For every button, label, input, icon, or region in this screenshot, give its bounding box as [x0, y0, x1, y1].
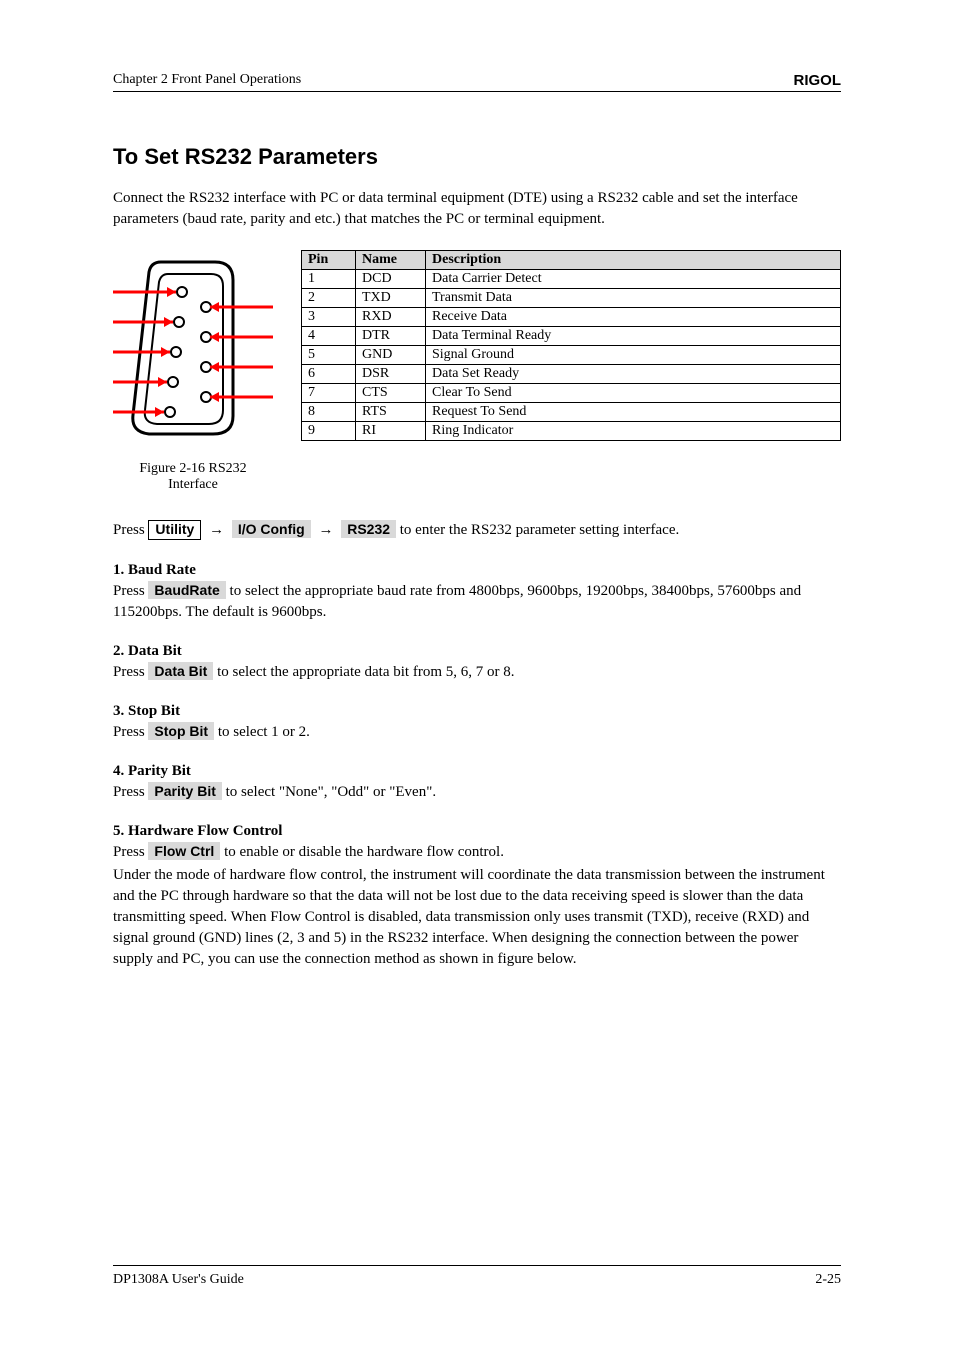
param-desc: Press BaudRate to select the appropriate… [113, 581, 841, 623]
table-cell: Data Carrier Detect [426, 270, 841, 289]
col-pin: Pin [302, 251, 356, 270]
table-cell: RI [356, 422, 426, 441]
param-softkey: Flow Ctrl [148, 842, 220, 860]
footer-right: 2-25 [815, 1272, 841, 1288]
table-cell: 3 [302, 308, 356, 327]
table-cell: CTS [356, 384, 426, 403]
param-label: 4. Parity Bit [113, 763, 841, 780]
param-softkey: Data Bit [148, 662, 213, 680]
param-desc: Press Flow Ctrl to enable or disable the… [113, 842, 841, 863]
param-softkey: Parity Bit [148, 782, 221, 800]
table-cell: 6 [302, 365, 356, 384]
table-cell: Request To Send [426, 403, 841, 422]
figure-caption: Figure 2-16 RS232 Interface [113, 461, 273, 493]
rs232-connector-figure: Figure 2-16 RS232 Interface [113, 250, 273, 493]
table-row: 5GNDSignal Ground [302, 346, 841, 365]
col-desc: Description [426, 251, 841, 270]
param-softkey: BaudRate [148, 581, 225, 599]
table-row: 1DCDData Carrier Detect [302, 270, 841, 289]
brand-label: RIGOL [794, 72, 842, 89]
utility-key: Utility [148, 520, 201, 540]
text: Press [113, 522, 148, 538]
table-cell: 7 [302, 384, 356, 403]
param-desc: Press Parity Bit to select "None", "Odd"… [113, 782, 841, 803]
table-cell: 2 [302, 289, 356, 308]
table-row: 6DSRData Set Ready [302, 365, 841, 384]
table-cell: Ring Indicator [426, 422, 841, 441]
table-cell: 5 [302, 346, 356, 365]
table-row: 3RXDReceive Data [302, 308, 841, 327]
arrow-icon: → [314, 521, 337, 538]
param-softkey: Stop Bit [148, 722, 214, 740]
table-row: 9RIRing Indicator [302, 422, 841, 441]
param-desc: Press Data Bit to select the appropriate… [113, 662, 841, 683]
setup-sentence: Press Utility → I/O Config → RS232 to en… [113, 519, 841, 542]
section-title: To Set RS232 Parameters [113, 144, 841, 170]
table-cell: RXD [356, 308, 426, 327]
arrow-icon: → [205, 521, 228, 538]
table-cell: Signal Ground [426, 346, 841, 365]
table-row: 7CTSClear To Send [302, 384, 841, 403]
table-cell: DTR [356, 327, 426, 346]
ioconfig-softkey: I/O Config [232, 520, 311, 538]
table-cell: Transmit Data [426, 289, 841, 308]
table-row: 2TXDTransmit Data [302, 289, 841, 308]
section-intro: Connect the RS232 interface with PC or d… [113, 188, 841, 230]
footer-left: DP1308A User's Guide [113, 1272, 244, 1288]
table-cell: Data Set Ready [426, 365, 841, 384]
header-rule [113, 91, 841, 92]
table-cell: DSR [356, 365, 426, 384]
table-cell: 1 [302, 270, 356, 289]
table-row: 4DTRData Terminal Ready [302, 327, 841, 346]
param-desc-extra: Under the mode of hardware flow control,… [113, 865, 841, 970]
table-cell: 4 [302, 327, 356, 346]
table-cell: 8 [302, 403, 356, 422]
param-label: 5. Hardware Flow Control [113, 823, 841, 840]
table-cell: 9 [302, 422, 356, 441]
table-cell: Clear To Send [426, 384, 841, 403]
table-cell: Receive Data [426, 308, 841, 327]
table-cell: Data Terminal Ready [426, 327, 841, 346]
chapter-header: Chapter 2 Front Panel Operations [113, 72, 301, 88]
rs232-softkey: RS232 [341, 520, 396, 538]
table-cell: RTS [356, 403, 426, 422]
pin-table: Pin Name Description 1DCDData Carrier De… [301, 250, 841, 441]
param-label: 1. Baud Rate [113, 562, 841, 579]
param-desc: Press Stop Bit to select 1 or 2. [113, 722, 841, 743]
table-row: 8RTSRequest To Send [302, 403, 841, 422]
text: to enter the RS232 parameter setting int… [400, 522, 679, 538]
param-label: 2. Data Bit [113, 643, 841, 660]
table-cell: DCD [356, 270, 426, 289]
table-cell: GND [356, 346, 426, 365]
table-cell: TXD [356, 289, 426, 308]
col-name: Name [356, 251, 426, 270]
param-label: 3. Stop Bit [113, 703, 841, 720]
